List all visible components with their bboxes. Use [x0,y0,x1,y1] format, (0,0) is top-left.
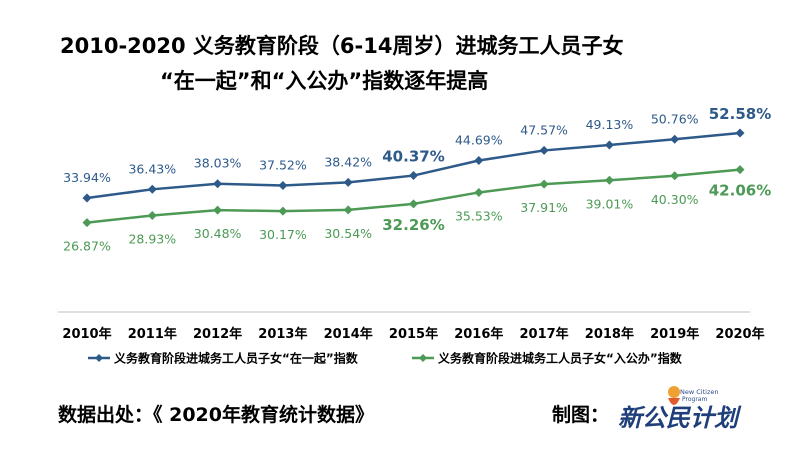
series-1-point [409,171,418,181]
x-tick-label: 2014年 [324,326,373,342]
x-tick-label: 2016年 [454,326,503,342]
series-1-point [670,134,680,144]
series-1-data-label: 38.03% [194,156,242,171]
series-2-data-label: 30.48% [194,226,242,241]
x-tick-label: 2018年 [585,326,634,342]
new-citizen-program-logo: New Citizen Program 新公民计划 [618,386,742,432]
logo-en-line1: New Citizen [680,388,718,396]
series-2-data-label: 30.54% [324,226,372,241]
x-tick-label: 2019年 [650,326,699,342]
legend-swatch-marker [95,354,103,362]
series-1-point [539,145,549,155]
series-2-data-label: 28.93% [128,231,176,246]
series-2-point [278,206,288,216]
logo-text: 新公民计划 [618,403,742,432]
series-2-point [604,175,614,185]
x-tick-label: 2020年 [715,326,764,342]
series-2-point [213,205,223,215]
chart-title-line1: 2010-2020 义务教育阶段（6-14周岁）进城务工人员子女 [60,34,624,58]
series-2-data-label: 37.91% [520,200,568,215]
legend-label: 义务教育阶段进城务工人员子女“在一起”指数 [113,351,359,366]
logo-en-line2: Program [682,396,707,403]
series-2-point [670,171,680,181]
series-2-data-label: 32.26% [382,216,444,234]
series-1-data-label: 33.94% [63,170,111,185]
series-2-point [539,179,549,189]
series-2-point [735,165,745,175]
series-2-point [147,210,157,220]
series-1-point [604,140,614,150]
series-2-data-label: 39.01% [586,196,634,211]
series-2-point [474,187,484,197]
x-tick-label: 2011年 [128,326,177,342]
series-1-data-label: 44.69% [455,132,503,147]
series-1-point [213,179,223,189]
series-2-data-label: 42.06% [709,182,771,200]
series-1-data-label: 50.76% [651,111,699,126]
series-1-data-label: 40.37% [382,148,444,166]
x-tick-label: 2010年 [62,326,111,342]
series-1-data-label: 52.58% [709,105,771,123]
series-2-data-label: 40.30% [651,192,699,207]
series-1-point [147,184,157,194]
series-1-data-label: 49.13% [586,117,634,132]
series-2-data-label: 30.17% [259,227,307,242]
x-tick-label: 2015年 [389,326,438,342]
data-source-note: 数据出处：《 2020年教育统计数据》 [58,404,374,426]
x-tick-label: 2017年 [520,326,569,342]
series-1-data-label: 37.52% [259,158,307,173]
legend-swatch-marker [419,354,427,362]
series-1-data-label: 47.57% [520,122,568,137]
series-1-point [278,181,288,191]
x-tick-label: 2013年 [258,326,307,342]
chart-title-line2: “在一起”和“入公办”指数逐年提高 [160,69,489,93]
x-tick-label: 2012年 [193,326,242,342]
series-1-data-label: 36.43% [128,161,176,176]
legend-label: 义务教育阶段进城务工人员子女“入公办”指数 [437,351,683,366]
series-1-point [474,155,484,165]
series-2-point [343,205,353,215]
made-by-label: 制图： [552,404,610,426]
series-1-point [343,177,353,187]
series-2-data-label: 26.87% [63,239,111,254]
series-1-point [735,128,745,138]
series-2-point [82,218,92,228]
series-2-data-label: 35.53% [455,208,503,223]
series-1-point [82,193,92,203]
line-chart: 2010年 2011年 2012年 2013年 2014年 2015年 2016年 2017年… [58,105,771,366]
series-1-data-label: 38.42% [324,154,372,169]
series-2-point [409,199,418,209]
